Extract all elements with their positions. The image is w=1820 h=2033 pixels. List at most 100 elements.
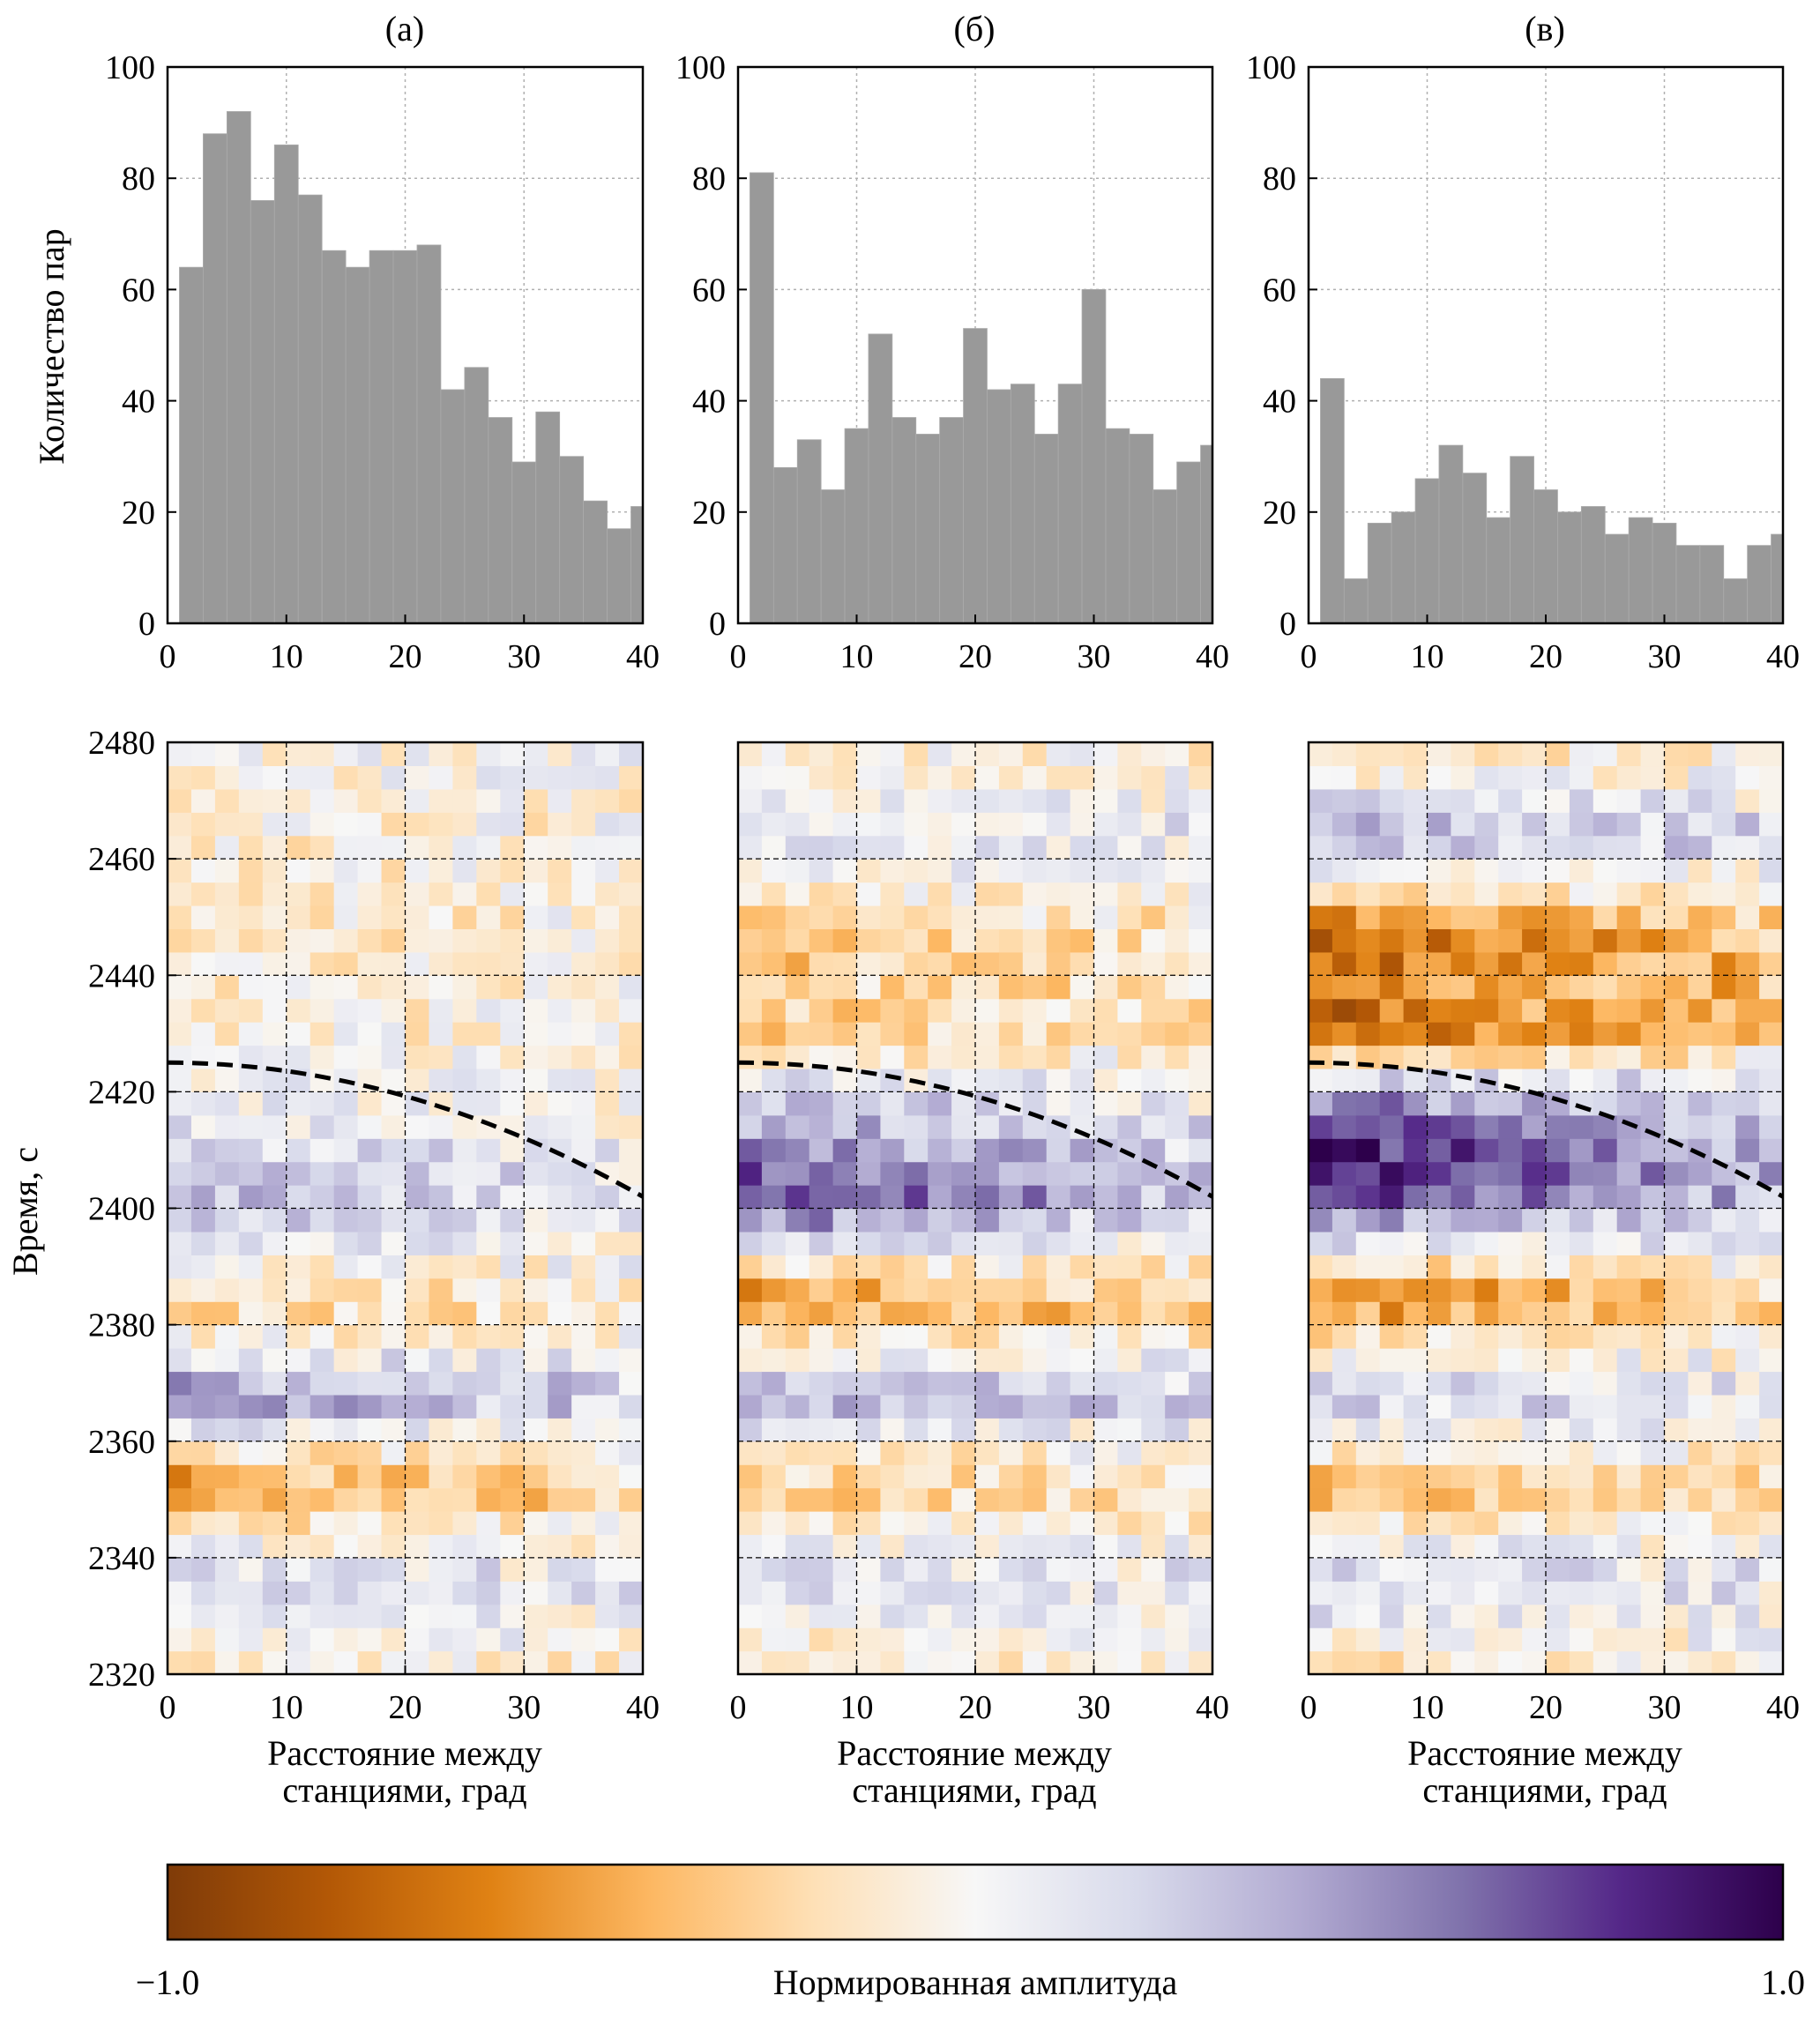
heatmap-cell	[1474, 1557, 1499, 1582]
heatmap-cell	[785, 1114, 810, 1139]
heatmap-cell	[1070, 1534, 1095, 1559]
heatmap-cell	[1546, 998, 1570, 1023]
heatmap-cell	[1117, 1277, 1142, 1302]
heatmap-cell	[1141, 1301, 1166, 1326]
heatmap-cell	[1165, 1324, 1190, 1349]
heatmap-cell	[262, 1511, 287, 1536]
heatmap-cell	[1664, 1557, 1689, 1582]
heatmap-cell	[856, 1627, 881, 1652]
heatmap-cell	[951, 975, 976, 1000]
heatmap-cell	[262, 1138, 287, 1163]
heatmap-cell	[1474, 1324, 1499, 1349]
heatmap-cell	[1735, 905, 1760, 929]
heatmap-cell	[1664, 1627, 1689, 1652]
heatmap-cell	[785, 1068, 810, 1092]
heatmap-cell	[310, 1418, 335, 1442]
heatmap-cell	[595, 1534, 620, 1559]
heatmap-cell	[832, 1045, 858, 1069]
heatmap-cell	[832, 1418, 858, 1442]
heatmap-cell	[1022, 765, 1048, 790]
heatmap-cell	[1546, 1231, 1570, 1255]
histogram-bar	[1747, 545, 1772, 624]
heatmap-cell	[190, 1348, 216, 1373]
heatmap-cell	[405, 1464, 430, 1489]
heatmap-cell	[1569, 1231, 1594, 1255]
heatmap-cell	[738, 1394, 763, 1419]
heatmap-cell	[832, 1091, 858, 1116]
histogram-bar	[820, 489, 846, 624]
heatmap-cell	[1759, 1511, 1784, 1536]
heatmap-cell	[333, 1138, 359, 1163]
heatmap-cell	[1141, 998, 1166, 1023]
heatmap-cell	[832, 1487, 858, 1512]
heatmap-cell	[190, 1255, 216, 1279]
heatmap-cell	[1688, 1534, 1712, 1559]
heatmap-cell	[880, 1045, 905, 1069]
heatmap-cell	[214, 1301, 240, 1326]
heatmap-cell	[738, 835, 763, 860]
heatmap-cell	[1522, 1068, 1547, 1092]
heatmap-cell	[809, 1161, 834, 1186]
heatmap-cell	[1022, 1581, 1048, 1605]
heatmap-cell	[998, 1534, 1024, 1559]
heatmap-cell	[1451, 1487, 1475, 1512]
heatmap-cell	[1093, 1534, 1118, 1559]
heatmap-xlabel-c-line2: станциями, град	[1422, 1770, 1667, 1810]
heatmap-cell	[1379, 812, 1405, 837]
heatmap-cell	[1046, 1022, 1071, 1046]
heatmap-cell	[571, 1441, 596, 1465]
heatmap-cell	[809, 1487, 834, 1512]
heatmap-cell	[1592, 1068, 1618, 1092]
heatmap-cell	[1070, 1045, 1095, 1069]
heatmap-cell	[286, 1208, 311, 1232]
heatmap-cell	[548, 1045, 572, 1069]
heatmap-cell	[429, 788, 453, 813]
heatmap-cell	[1331, 1301, 1357, 1326]
heatmap-cell	[1355, 1534, 1381, 1559]
heatmap-cell	[951, 1301, 976, 1326]
heatmap-cell	[476, 1114, 501, 1139]
heatmap-cell	[1616, 742, 1642, 767]
heatmap-cell	[880, 1348, 905, 1373]
heatmap-cell	[1141, 1324, 1166, 1349]
heatmap-cell	[168, 1301, 192, 1326]
heatmap-cell	[1498, 1511, 1523, 1536]
histogram-bar	[179, 266, 204, 624]
heatmap-cell	[1712, 1068, 1736, 1092]
heatmap-cell	[761, 1114, 787, 1139]
heatmap-cell	[1474, 928, 1499, 953]
heatmap-cell	[761, 812, 787, 837]
heatmap-cell	[1474, 1161, 1499, 1186]
heatmap-cell	[1309, 859, 1333, 883]
heatmap-cell	[1474, 1650, 1499, 1675]
heatmap-cell	[476, 975, 501, 1000]
heatmap-cell	[1546, 1138, 1570, 1163]
heatmap-cell	[1379, 1138, 1405, 1163]
heatmap-cell	[1592, 1464, 1618, 1489]
heatmap-cell	[1355, 1208, 1381, 1232]
heatmap-cell	[405, 1581, 430, 1605]
heatmap-cell	[262, 951, 287, 976]
heatmap-cell	[1498, 1114, 1523, 1139]
heatmap-cell	[1165, 1557, 1190, 1582]
heatmap-cell	[1141, 1091, 1166, 1116]
heatmap-cell	[1331, 1348, 1357, 1373]
heatmap-cell	[381, 1464, 407, 1489]
heatmap-cell	[476, 1022, 501, 1046]
heatmap-cell	[1592, 812, 1618, 837]
heatmap-cell	[928, 1348, 952, 1373]
heatmap-cell	[880, 765, 905, 790]
heatmap-cell	[1712, 951, 1736, 976]
heatmap-cell	[1331, 1511, 1357, 1536]
heatmap-cell	[310, 859, 335, 883]
heatmap-cell	[381, 1581, 407, 1605]
heatmap-cell	[1046, 975, 1071, 1000]
heatmap-cell	[975, 1208, 1000, 1232]
heatmap-cell	[238, 835, 264, 860]
heatmap-cell	[262, 1185, 287, 1210]
heatmap-cell	[1735, 998, 1760, 1023]
heatmap-cell	[928, 1371, 952, 1396]
heatmap-cell	[381, 1418, 407, 1442]
heatmap-cell	[1403, 1511, 1428, 1536]
heatmap-cell	[571, 1231, 596, 1255]
